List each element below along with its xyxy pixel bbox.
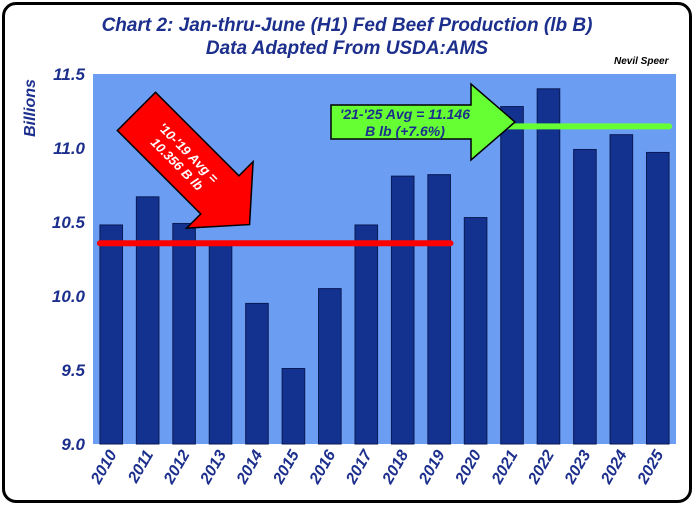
bar-2025 (645, 151, 670, 445)
bar-2022 (536, 88, 561, 445)
bar-2024 (609, 134, 634, 445)
x-tick-label: 2019 (416, 447, 449, 487)
y-tick-label: 11.5 (53, 65, 85, 84)
bar-2010 (99, 224, 124, 445)
x-tick-label: 2017 (343, 447, 377, 488)
y-tick-label: 9.5 (61, 361, 85, 380)
x-tick-label: 2023 (561, 447, 594, 487)
bar-chart: Chart 2: Jan-thru-June (H1) Fed Beef Pro… (22, 15, 676, 488)
chart-frame: Chart 2: Jan-thru-June (H1) Fed Beef Pro… (2, 2, 692, 503)
bar-2016 (318, 288, 342, 445)
bar-2014 (245, 302, 269, 445)
avg-2021-2025-label: '21-'25 Avg = 11.146 (340, 106, 470, 122)
x-tick-label: 2015 (270, 447, 304, 488)
x-tick-label: 2014 (233, 447, 266, 487)
bar-2012 (172, 222, 196, 445)
bar-2018 (390, 175, 415, 445)
bar-2023 (573, 148, 597, 445)
chart-title-line1: Chart 2: Jan-thru-June (H1) Fed Beef Pro… (102, 15, 593, 36)
y-axis-label: Billions (22, 79, 39, 137)
x-tick-label: 2024 (598, 447, 631, 487)
x-tick-label: 2012 (161, 447, 194, 487)
bar-2019 (427, 174, 451, 445)
avg-2010-2019-callout: '10-'19 Avg =10.356 B lb (116, 91, 254, 229)
author-credit: Nevil Speer (614, 56, 670, 67)
bar-2021 (500, 106, 524, 445)
x-tick-label: 2022 (525, 447, 558, 487)
x-tick-label: 2018 (379, 447, 412, 487)
x-tick-label: 2016 (306, 447, 339, 487)
x-tick-label: 2021 (488, 447, 521, 487)
x-tick-label: 2025 (634, 447, 668, 488)
x-tick-label: 2013 (197, 447, 230, 487)
y-tick-label: 11.0 (53, 139, 85, 158)
bar-2020 (463, 217, 488, 445)
x-tick-label: 2011 (125, 447, 157, 486)
x-tick-label: 2020 (452, 447, 485, 487)
y-tick-label: 10.5 (52, 213, 86, 232)
chart-title-line2: Data Adapted From USDA:AMS (206, 38, 489, 59)
avg-2021-2025-arrow (330, 82, 517, 162)
y-tick-label: 10.0 (52, 287, 86, 306)
bar-2017 (354, 224, 379, 445)
x-tick-label: 2010 (88, 447, 121, 487)
avg-2021-2025-label: B lb (+7.6%) (365, 123, 445, 139)
y-tick-label: 9.0 (61, 435, 85, 454)
bar-2015 (281, 368, 306, 445)
avg-2010-2019-arrow (116, 91, 254, 229)
bar-2013 (208, 245, 233, 445)
bar-2011 (135, 196, 160, 445)
